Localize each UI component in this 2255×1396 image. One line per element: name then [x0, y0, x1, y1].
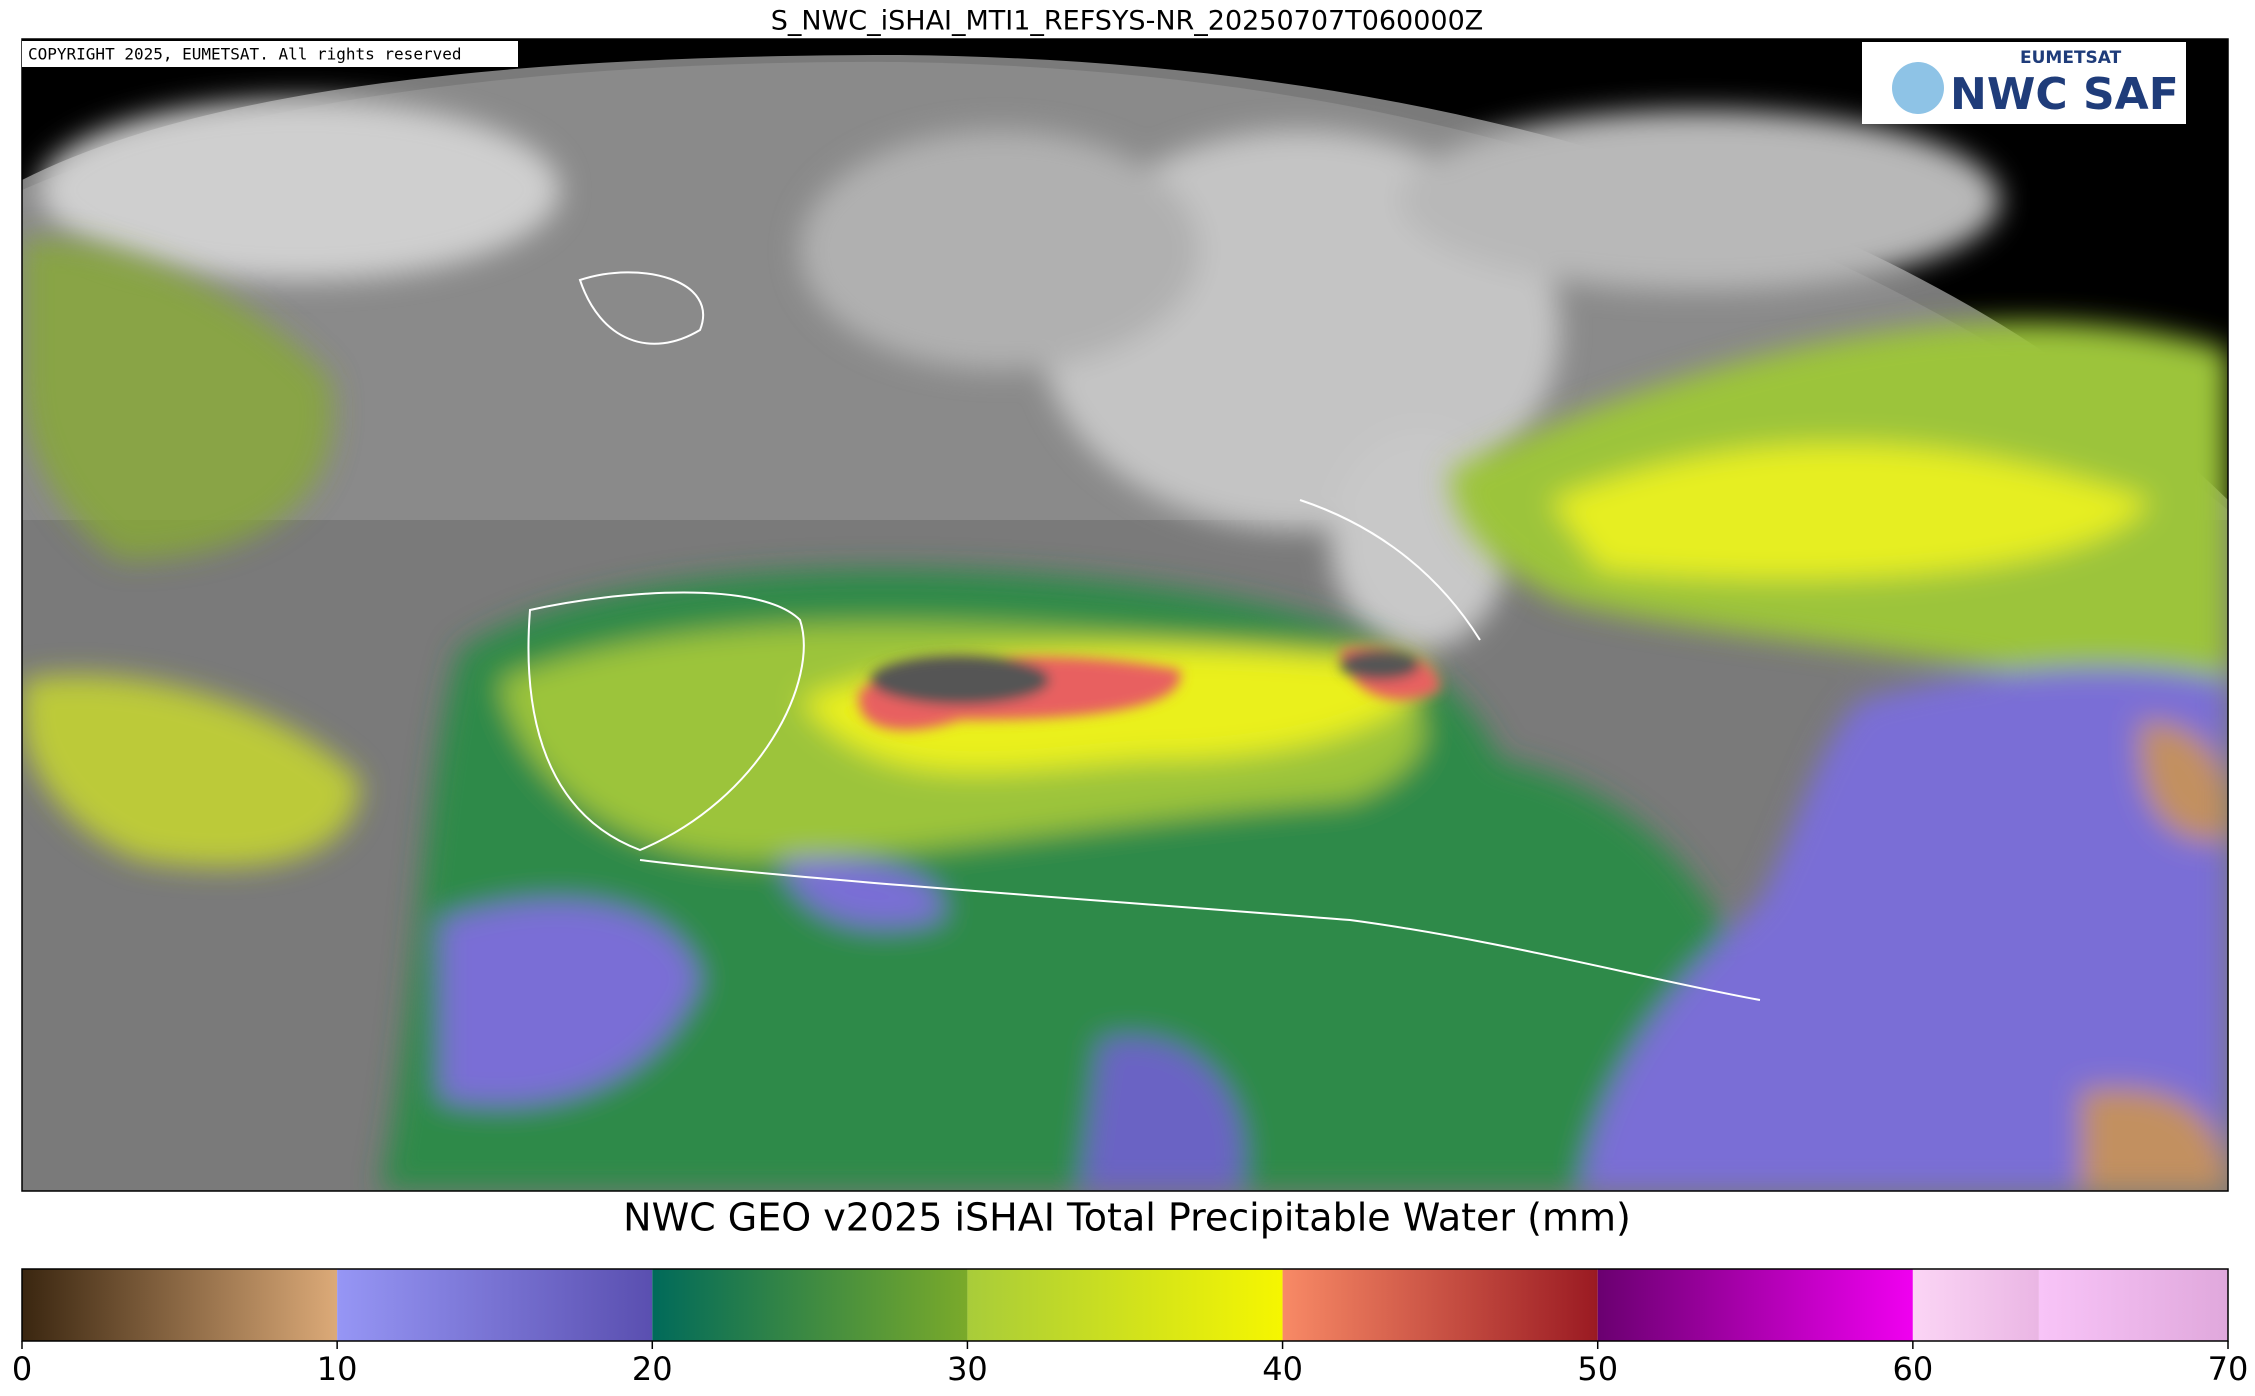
map-frame — [21, 38, 2229, 1192]
colorbar-segment — [1912, 1269, 2039, 1341]
colorbar-segment — [337, 1269, 653, 1341]
colorbar-frame — [21, 1268, 2229, 1342]
colorbar-tick-label: 20 — [632, 1350, 673, 1388]
colorbar-tick-label: 10 — [317, 1350, 358, 1388]
colorbar-title: NWC GEO v2025 iSHAI Total Precipitable W… — [623, 1196, 1631, 1240]
logo-top: EUMETSAT — [2020, 48, 2122, 68]
colorbar-tick-label: 30 — [947, 1350, 988, 1388]
colorbar-tick-label: 60 — [1892, 1350, 1933, 1388]
colorbar-segment — [2038, 1269, 2228, 1341]
colorbar-segment — [1282, 1269, 1598, 1341]
coastlines — [527, 271, 1761, 1001]
colorbar-segment — [1597, 1269, 1913, 1341]
copyright-box — [22, 41, 518, 67]
logo-main: NWC SAF — [1950, 69, 2179, 120]
clouds — [40, 100, 2000, 650]
colorbar-tick-label: 50 — [1577, 1350, 1618, 1388]
colorbar-tick-label: 0 — [12, 1350, 32, 1388]
colorbar-tick-label: 40 — [1262, 1350, 1303, 1388]
colorbar: 0 10 20 30 40 50 60 70 — [12, 1268, 2249, 1388]
colorbar-segment — [652, 1269, 968, 1341]
colorbar-segment — [22, 1269, 338, 1341]
map — [22, 39, 2228, 1191]
copyright: COPYRIGHT 2025, EUMETSAT. All rights res… — [28, 45, 461, 64]
high-tpw — [858, 647, 1440, 730]
logo-icon — [1892, 62, 1944, 114]
colorbar-segment — [967, 1269, 1283, 1341]
title: S_NWC_iSHAI_MTI1_REFSYS-NR_20250707T0600… — [771, 6, 1484, 37]
colorbar-tick-label: 70 — [2208, 1350, 2249, 1388]
tpw-field — [22, 239, 2228, 1191]
